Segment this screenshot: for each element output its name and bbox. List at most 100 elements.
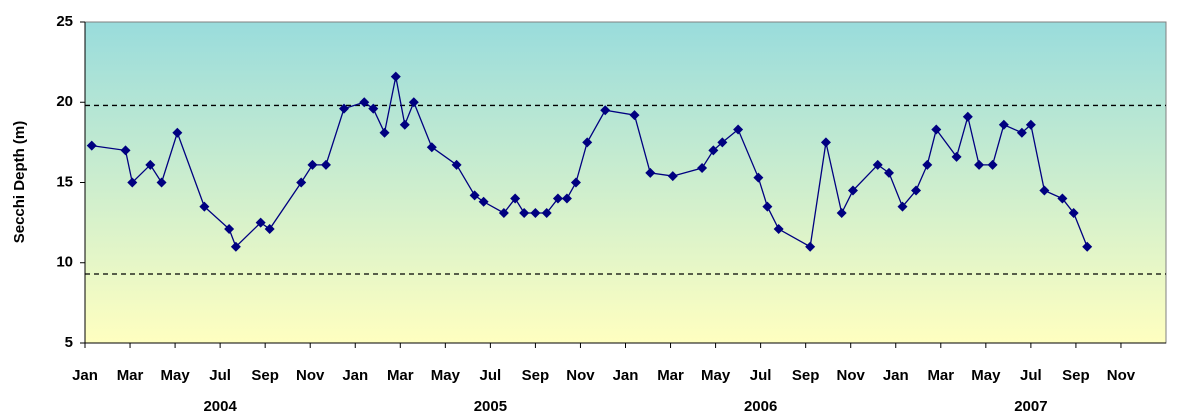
x-tick-label: Nov [296, 367, 325, 384]
data-marker [1082, 241, 1093, 252]
x-tick-label: Jul [209, 367, 231, 384]
data-marker [426, 142, 437, 153]
x-tick-label: Jan [72, 367, 98, 384]
data-marker [561, 193, 572, 204]
data-marker [836, 207, 847, 218]
y-tick-label: 10 [56, 254, 73, 271]
data-marker [987, 159, 998, 170]
data-marker [320, 159, 331, 170]
data-marker [1057, 193, 1068, 204]
x-tick-label: Mar [657, 367, 684, 384]
data-marker [368, 103, 379, 114]
year-label: 2006 [744, 398, 777, 415]
x-tick-label: Jan [613, 367, 639, 384]
data-marker [172, 127, 183, 138]
x-tick-label: Nov [566, 367, 595, 384]
data-marker [1039, 185, 1050, 196]
x-tick-label: Sep [792, 367, 820, 384]
data-marker [230, 241, 241, 252]
x-tick-label: Sep [251, 367, 279, 384]
data-marker [338, 103, 349, 114]
data-marker [645, 167, 656, 178]
data-marker [629, 110, 640, 121]
data-marker [408, 97, 419, 108]
data-marker [762, 201, 773, 212]
data-marker [498, 207, 509, 218]
data-marker [120, 145, 131, 156]
x-tick-label: May [971, 367, 1001, 384]
y-axis-label: Secchi Depth (m) [11, 121, 28, 244]
data-marker [255, 217, 266, 228]
x-tick-label: Jan [342, 367, 368, 384]
data-marker [773, 224, 784, 235]
x-tick-label: Sep [522, 367, 550, 384]
x-tick-label: May [701, 367, 731, 384]
data-marker [847, 185, 858, 196]
data-marker [570, 177, 581, 188]
data-marker [451, 159, 462, 170]
data-marker [199, 201, 210, 212]
data-marker [582, 137, 593, 148]
data-marker [86, 140, 97, 151]
data-marker [469, 190, 480, 201]
x-tick-label: Jul [1020, 367, 1042, 384]
x-tick-label: May [431, 367, 461, 384]
data-marker [519, 207, 530, 218]
data-marker [399, 119, 410, 130]
data-marker [931, 124, 942, 135]
data-marker [156, 177, 167, 188]
year-label: 2007 [1014, 398, 1047, 415]
x-tick-label: May [160, 367, 190, 384]
data-marker [359, 97, 370, 108]
x-tick-label: Mar [387, 367, 414, 384]
data-marker [872, 159, 883, 170]
data-marker [600, 105, 611, 116]
data-marker [922, 159, 933, 170]
data-marker [1068, 207, 1079, 218]
y-tick-label: 25 [56, 13, 73, 30]
data-marker [390, 71, 401, 82]
data-marker [897, 201, 908, 212]
data-line [91, 76, 1088, 248]
data-marker [753, 172, 764, 183]
x-tick-label: Nov [837, 367, 866, 384]
data-marker [478, 196, 489, 207]
data-marker [974, 159, 985, 170]
year-label: 2005 [474, 398, 507, 415]
data-marker [552, 193, 563, 204]
data-marker [998, 119, 1009, 130]
year-label: 2004 [203, 398, 237, 415]
x-tick-label: Nov [1107, 367, 1136, 384]
x-tick-label: Jan [883, 367, 909, 384]
data-marker [962, 111, 973, 122]
data-marker [883, 167, 894, 178]
x-tick-label: Mar [117, 367, 144, 384]
data-marker [1025, 119, 1036, 130]
data-marker [296, 177, 307, 188]
plot-area [84, 21, 1167, 344]
data-marker [145, 159, 156, 170]
data-marker [510, 193, 521, 204]
x-tick-label: Sep [1062, 367, 1090, 384]
data-marker [697, 163, 708, 174]
data-marker [224, 224, 235, 235]
x-tick-label: Mar [927, 367, 954, 384]
data-marker [911, 185, 922, 196]
data-marker [379, 127, 390, 138]
data-marker [717, 137, 728, 148]
data-marker [951, 151, 962, 162]
data-marker [708, 145, 719, 156]
data-marker [667, 171, 678, 182]
data-marker [530, 207, 541, 218]
data-marker [541, 207, 552, 218]
data-marker [805, 241, 816, 252]
x-tick-label: Jul [480, 367, 502, 384]
data-marker [127, 177, 138, 188]
y-tick-label: 5 [65, 334, 73, 351]
data-marker [307, 159, 318, 170]
data-marker [733, 124, 744, 135]
data-marker [820, 137, 831, 148]
y-tick-label: 20 [56, 93, 73, 110]
x-tick-label: Jul [750, 367, 772, 384]
